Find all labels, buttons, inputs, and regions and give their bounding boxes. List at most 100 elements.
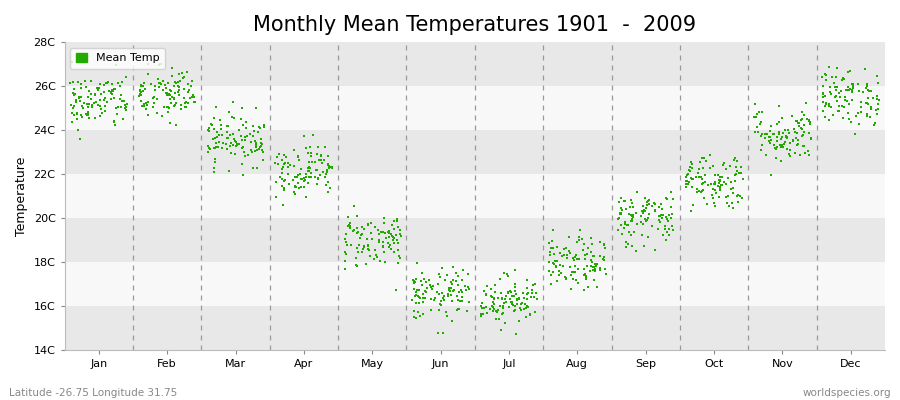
- Point: [868, 119, 882, 126]
- Point: [390, 218, 404, 224]
- Point: [735, 194, 750, 201]
- Point: [626, 214, 640, 220]
- Point: [557, 252, 572, 258]
- Point: [165, 100, 179, 106]
- Point: [778, 140, 792, 147]
- Point: [842, 86, 857, 92]
- Point: [635, 207, 650, 214]
- Point: [138, 86, 152, 92]
- Point: [693, 159, 707, 165]
- Point: [148, 94, 162, 100]
- Point: [729, 167, 743, 174]
- Point: [666, 227, 680, 233]
- Point: [409, 292, 423, 299]
- Point: [462, 286, 476, 293]
- Point: [732, 170, 746, 176]
- Point: [379, 234, 393, 241]
- Point: [94, 91, 108, 97]
- Point: [446, 264, 460, 271]
- Point: [723, 163, 737, 170]
- Point: [788, 150, 803, 156]
- Point: [641, 234, 655, 240]
- Point: [647, 247, 662, 253]
- Point: [441, 292, 455, 299]
- Point: [685, 176, 699, 182]
- Point: [378, 259, 392, 266]
- Point: [696, 187, 710, 193]
- Point: [228, 151, 242, 157]
- Point: [688, 174, 703, 180]
- Point: [323, 164, 338, 170]
- Point: [641, 214, 655, 221]
- Point: [760, 131, 774, 138]
- Point: [297, 133, 311, 139]
- Point: [589, 263, 603, 270]
- Point: [251, 129, 266, 136]
- Point: [84, 96, 98, 102]
- Point: [100, 80, 114, 86]
- Point: [66, 90, 80, 96]
- Point: [281, 160, 295, 166]
- Point: [117, 98, 131, 104]
- Point: [716, 179, 731, 185]
- Point: [80, 104, 94, 110]
- Point: [244, 147, 258, 154]
- Point: [254, 143, 268, 149]
- Point: [715, 174, 729, 180]
- Point: [545, 227, 560, 234]
- Point: [780, 126, 795, 133]
- Point: [713, 176, 727, 183]
- Point: [445, 292, 459, 299]
- Point: [72, 95, 86, 101]
- Point: [638, 216, 652, 222]
- Point: [495, 295, 509, 302]
- Point: [616, 197, 631, 204]
- Point: [350, 229, 365, 235]
- Point: [432, 291, 446, 297]
- Point: [287, 163, 302, 170]
- Point: [436, 294, 451, 301]
- Point: [701, 182, 716, 188]
- Point: [488, 282, 502, 288]
- Point: [480, 283, 494, 289]
- Point: [460, 308, 474, 314]
- Point: [763, 136, 778, 143]
- Point: [497, 270, 511, 276]
- Point: [483, 293, 498, 300]
- Point: [444, 279, 458, 286]
- Point: [361, 245, 375, 252]
- Point: [545, 238, 560, 245]
- Point: [714, 182, 728, 189]
- Point: [156, 87, 170, 94]
- Point: [340, 242, 355, 248]
- Point: [99, 79, 113, 86]
- Point: [221, 168, 236, 174]
- Point: [655, 206, 670, 212]
- Point: [177, 94, 192, 101]
- Point: [568, 269, 582, 275]
- Point: [692, 173, 706, 180]
- Point: [804, 136, 818, 142]
- Point: [487, 305, 501, 312]
- Point: [683, 168, 698, 174]
- Point: [64, 59, 78, 66]
- Point: [172, 84, 186, 90]
- Point: [513, 305, 527, 311]
- Point: [829, 87, 843, 94]
- Point: [158, 82, 173, 88]
- Point: [110, 111, 124, 117]
- Point: [241, 152, 256, 158]
- Point: [157, 104, 171, 110]
- Point: [85, 101, 99, 108]
- Point: [584, 241, 598, 247]
- Point: [355, 231, 369, 237]
- Point: [172, 70, 186, 77]
- Point: [768, 145, 782, 151]
- Point: [136, 88, 150, 95]
- Point: [68, 86, 82, 92]
- Point: [375, 243, 390, 249]
- Point: [520, 284, 535, 291]
- Point: [93, 81, 107, 87]
- Point: [762, 134, 777, 141]
- Point: [486, 304, 500, 310]
